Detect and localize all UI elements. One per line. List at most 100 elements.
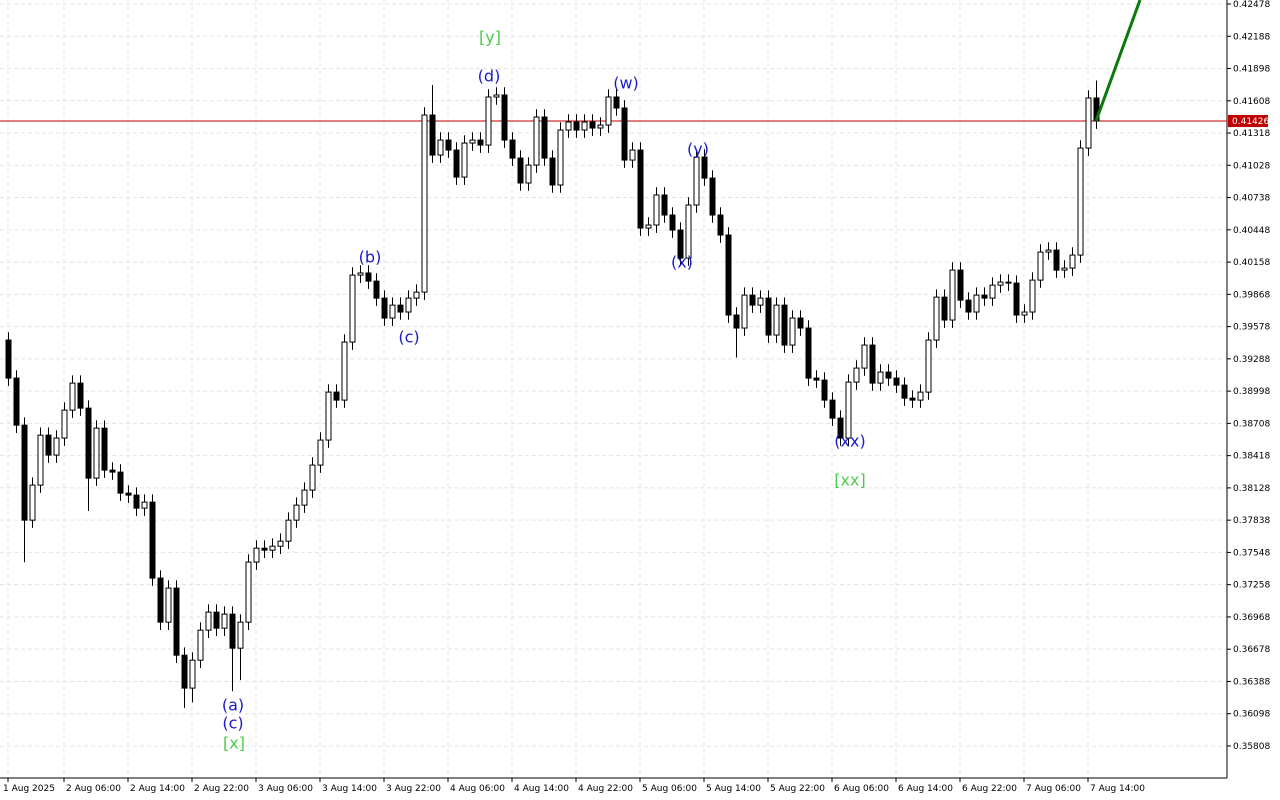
candle-body [949,269,956,321]
y-tick-label: 0.37548 [1233,548,1270,558]
candle-body [829,399,836,419]
wave-label: (b) [359,248,382,267]
candle-body [261,547,268,551]
candle-body [997,281,1004,286]
candle-body [981,294,988,299]
candle-body [389,304,396,319]
candle-body [333,391,340,401]
x-tick-label: 7 Aug 06:00 [1026,784,1081,794]
candle-body [485,96,492,146]
candle-body [421,114,428,293]
y-tick-label: 0.37838 [1233,516,1270,526]
y-tick-label: 0.35808 [1233,742,1270,752]
candle-body [701,156,708,179]
y-tick-label: 0.42188 [1233,32,1270,42]
candle-body [869,344,876,384]
candle-body [413,291,420,299]
candle-body [661,194,668,216]
candle-body [541,116,548,159]
candle-body [381,297,388,319]
candle-body [309,464,316,491]
candle-body [53,437,60,456]
wave-label: (a) [222,696,244,715]
candle-body [1021,311,1028,316]
candle-body [749,294,756,306]
candle-body [781,304,788,346]
wave-label: (c) [398,328,419,347]
candle-body [229,613,236,649]
candle-body [461,142,468,178]
candle-body [557,129,564,186]
x-tick-label: 4 Aug 14:00 [514,784,569,794]
candle-body [149,501,156,579]
y-tick-label: 0.41608 [1233,97,1270,107]
candle-body [165,587,172,623]
candle-body [1037,251,1044,281]
candle-body [693,156,700,206]
candle-body [245,561,252,623]
y-tick-label: 0.39288 [1233,355,1270,365]
candle-body [821,379,828,401]
candle-body [717,214,724,236]
candle-body [589,121,596,129]
candle-body [157,577,164,623]
candle-body [93,427,100,479]
candle-body [645,224,652,229]
candle-body [493,94,500,98]
candle-body [341,341,348,401]
candle-body [69,382,76,411]
x-tick-label: 4 Aug 22:00 [578,784,633,794]
candle-body [365,272,372,282]
candle-body [117,471,124,494]
candle-body [197,629,204,661]
wave-label: (x) [671,253,693,272]
current-price-label: 0.41426 [1232,117,1269,127]
candle-body [85,407,92,479]
candle-body [317,439,324,466]
candle-body [1005,281,1012,284]
y-tick-label: 0.40738 [1233,194,1270,204]
candle-body [445,139,452,151]
candle-body [501,94,508,141]
y-tick-label: 0.41028 [1233,161,1270,171]
candle-body [1045,249,1052,253]
candle-body [621,107,628,161]
candle-body [957,269,964,301]
y-tick-label: 0.40158 [1233,258,1270,268]
current-price-box [1228,115,1268,128]
x-tick-label: 5 Aug 06:00 [642,784,697,794]
wave-label: [y] [479,28,501,47]
candle-body [285,519,292,542]
candle-body [437,139,444,156]
candle-body [1013,282,1020,316]
x-tick-label: 2 Aug 22:00 [194,784,249,794]
candle-body [1029,279,1036,313]
x-tick-label: 6 Aug 22:00 [962,784,1017,794]
y-tick-label: 0.39868 [1233,290,1270,300]
y-tick-label: 0.39578 [1233,323,1270,333]
candle-body [637,149,644,229]
projection-line [1094,0,1142,122]
y-tick-label: 0.36678 [1233,645,1270,655]
x-tick-label: 5 Aug 14:00 [706,784,761,794]
candle-body [133,494,140,509]
candle-body [525,164,532,184]
candle-body [893,377,900,386]
candle-body [573,121,580,131]
y-tick-label: 0.42478 [1233,0,1270,10]
candle-body [973,294,980,313]
wave-label: (w) [613,74,639,93]
candle-body [941,296,948,321]
x-tick-label: 3 Aug 22:00 [386,784,441,794]
wave-label: (y) [687,140,709,159]
candle-body [1061,267,1068,271]
x-tick-label: 7 Aug 14:00 [1090,784,1145,794]
candle-body [181,654,188,689]
candle-body [325,391,332,441]
candle-body [77,382,84,409]
candle-body [141,501,148,509]
candle-body [277,540,284,547]
candle-body [357,272,364,276]
y-tick-label: 0.38708 [1233,419,1270,429]
